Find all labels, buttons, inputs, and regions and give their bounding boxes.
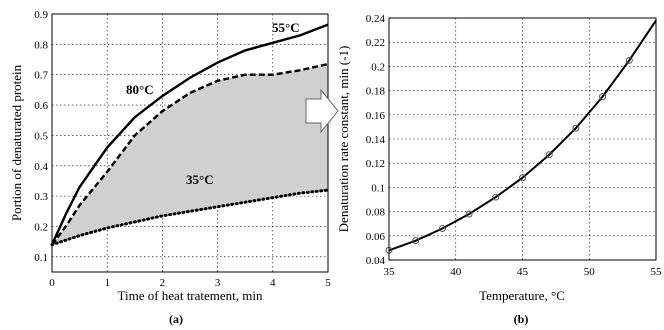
panel-b-ylabel: Denaturation rate constant, min (-1) <box>336 46 351 233</box>
data-point <box>519 174 526 182</box>
panel-b-frame <box>388 17 657 261</box>
panel-a-xtick: 4 <box>270 277 276 289</box>
panel-b-ytick: 0.04 <box>366 255 386 267</box>
data-point <box>465 210 473 218</box>
series-35c-line <box>50 188 330 247</box>
panel-b-ytick: 0.08 <box>366 207 386 219</box>
panel-b-xtick: 40 <box>450 266 462 278</box>
panel-a-xlabel: Time of heat tratement, min <box>117 288 263 303</box>
panel-b-label: (b) <box>514 312 529 326</box>
label-80c: 80°C <box>126 82 154 97</box>
panel-a-xtick: 3 <box>215 277 221 289</box>
panel-a-label: (a) <box>169 312 183 326</box>
rate-curve <box>388 19 657 252</box>
panel-b-ytick: 0.14 <box>366 134 386 146</box>
panel-a-xtick: 2 <box>160 277 166 289</box>
panel-a-ytick: 0.3 <box>34 191 48 203</box>
panel-a-xtick: 5 <box>325 277 331 289</box>
panel-b-ytick: 0.2 <box>371 61 385 73</box>
panel-a-ytick: 0.9 <box>34 9 48 21</box>
panel-a-xtick: 1 <box>104 277 110 289</box>
panel-b-ytick: 0.1 <box>371 182 385 194</box>
panel-b-ytick: 0.22 <box>366 37 385 49</box>
data-point <box>625 56 633 64</box>
panel-b-xtick: 35 <box>384 266 396 278</box>
panel-a-ytick: 0.1 <box>34 252 48 264</box>
data-point <box>572 124 580 132</box>
label-35c: 35°C <box>186 172 214 187</box>
panel-b-xtick: 55 <box>651 266 663 278</box>
panel-b: 35 40 45 50 55 0.04 0.06 0.08 0.1 0.12 0.14 0.16 0.1… <box>336 13 662 326</box>
panel-b-xtick: 45 <box>517 266 529 278</box>
panel-b-ytick: 0.06 <box>366 231 386 243</box>
panel-a-ylabel: Portion of denaturated protein <box>9 64 24 221</box>
panel-a-ytick: 0.5 <box>34 130 48 142</box>
panel-b-ytick: 0.18 <box>366 86 386 98</box>
series-80c-line <box>50 23 329 246</box>
panel-a-xtick: 0 <box>49 277 55 289</box>
panel-a-ytick: 0.7 <box>34 70 48 82</box>
panel-a-ytick: 0.8 <box>34 39 48 51</box>
panel-a-ytick: 0.6 <box>34 100 48 112</box>
data-point <box>412 237 420 245</box>
panel-b-xtick: 50 <box>584 266 596 278</box>
panel-a-frame <box>51 13 329 273</box>
data-point <box>545 151 553 159</box>
panel-b-ytick: 0.24 <box>366 13 386 25</box>
shaded-region <box>52 64 328 245</box>
data-point <box>438 225 446 233</box>
panel-a: 0 1 2 3 4 5 0.1 0.2 0.3 0.4 0.5 0.6 0.7 0.8 0.9 80°C 5… <box>9 9 331 326</box>
data-point <box>492 193 500 201</box>
arrow-right-icon <box>305 88 339 134</box>
panel-a-ytick: 0.2 <box>34 221 48 233</box>
panel-a-ytick: 0.4 <box>34 161 48 173</box>
data-point <box>599 93 607 101</box>
label-55c: 55°C <box>272 20 300 35</box>
panel-b-ytick: 0.12 <box>366 158 385 170</box>
panel-b-xlabel: Temperature, °C <box>479 288 565 303</box>
panel-b-ytick: 0.16 <box>366 110 386 122</box>
series-55c-line <box>51 62 329 246</box>
